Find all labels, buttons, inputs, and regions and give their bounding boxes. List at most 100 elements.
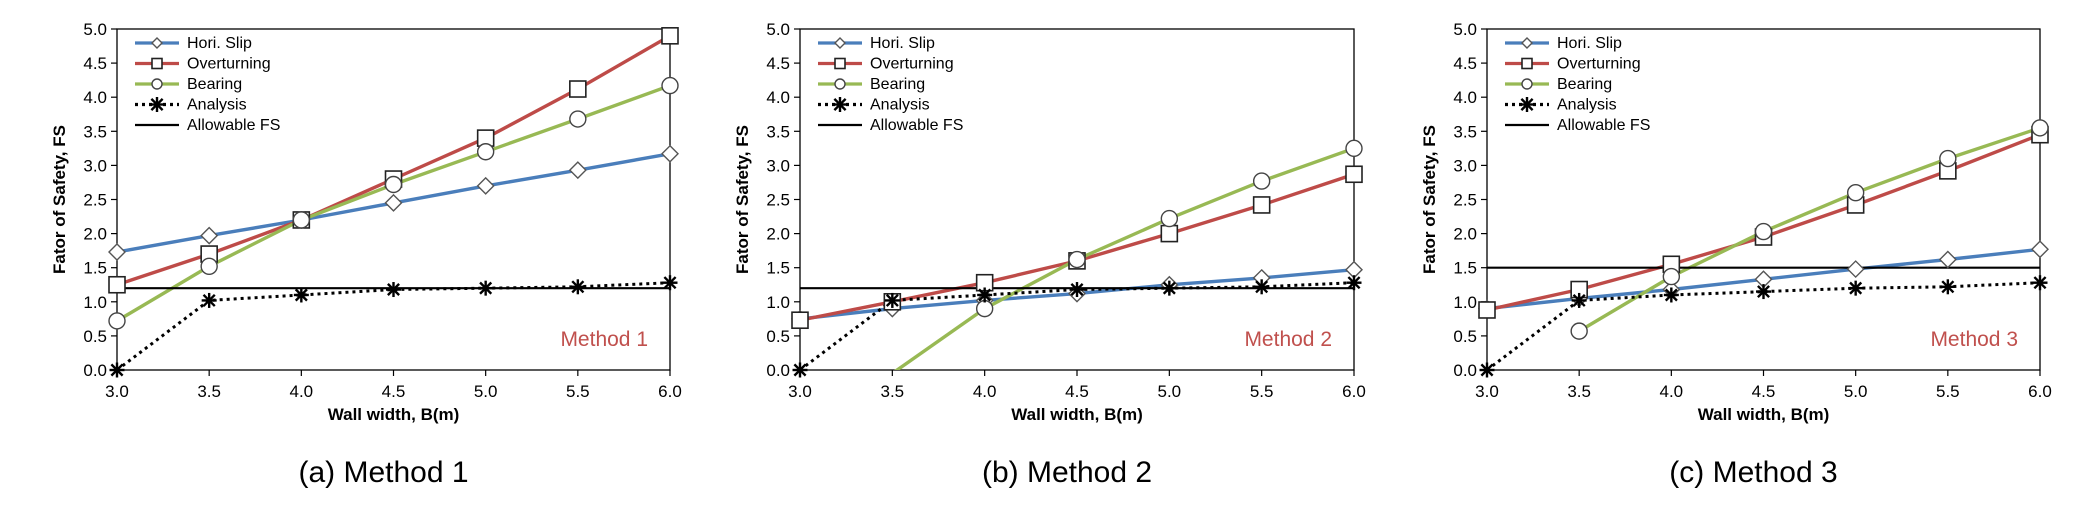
- point-bearing: [108, 312, 126, 330]
- point-overturning: [108, 275, 126, 294]
- x-tick-label: 4.5: [1065, 382, 1089, 401]
- y-tick-label: 2.5: [766, 191, 790, 210]
- y-tick-label: 4.5: [766, 54, 790, 73]
- legend-label-analysis: Analysis: [870, 97, 930, 114]
- method-label: Method 1: [560, 328, 648, 351]
- y-tick-label: 4.0: [83, 88, 107, 107]
- legend-label-allowable-fs: Allowable FS: [870, 117, 963, 134]
- point-analysis: [1848, 280, 1864, 296]
- point-bearing: [476, 143, 495, 161]
- y-tick-label: 0.5: [1453, 327, 1477, 346]
- y-tick-label: 3.5: [83, 122, 107, 141]
- panel-caption: (a) Method 1: [298, 456, 468, 489]
- point-analysis: [1254, 279, 1270, 295]
- point-analysis: [1069, 282, 1085, 298]
- y-tick-label: 1.5: [1453, 259, 1477, 278]
- y-tick-label: 4.5: [83, 54, 107, 73]
- x-axis-title: Wall width, B(m): [1698, 405, 1830, 424]
- point-hori-slip: [661, 144, 679, 163]
- y-tick-label: 1.0: [766, 293, 790, 312]
- y-tick-label: 5.0: [766, 20, 790, 39]
- point-bearing: [384, 175, 403, 194]
- point-bearing: [661, 76, 679, 95]
- y-tick-label: 5.0: [83, 20, 107, 39]
- x-tick-label: 4.0: [973, 382, 997, 401]
- point-bearing: [1846, 183, 1865, 202]
- y-tick-label: 2.5: [83, 191, 107, 210]
- point-analysis: [293, 287, 309, 303]
- point-hori-slip: [1846, 260, 1865, 279]
- x-tick-label: 5.5: [1250, 382, 1274, 401]
- point-hori-slip: [384, 193, 403, 212]
- point-overturning: [661, 27, 679, 45]
- y-tick-label: 0.0: [1453, 361, 1477, 380]
- y-tick-label: 3.0: [766, 156, 790, 175]
- point-hori-slip: [108, 243, 126, 262]
- x-axis-title: Wall width, B(m): [1011, 405, 1143, 424]
- legend-marker-overturning: [151, 57, 163, 70]
- y-tick-label: 1.0: [1453, 293, 1477, 312]
- panel-method-3: 0.0 0.5 1.0 1.5 2.0 2.5 3.0 3.5 4.0 4.5 5.0 3.0 3.5 4…: [1392, 0, 2088, 514]
- y-tick-label: 1.5: [766, 259, 790, 278]
- point-hori-slip: [200, 226, 219, 245]
- point-overturning: [1345, 165, 1363, 184]
- point-bearing: [2031, 119, 2049, 137]
- point-analysis: [109, 362, 125, 378]
- legend-marker-bearing: [1521, 78, 1533, 90]
- y-tick-label: 1.5: [83, 259, 107, 278]
- point-bearing: [1754, 222, 1773, 241]
- series-line-bearing: [894, 146, 1354, 370]
- legend-marker-overturning: [1521, 57, 1533, 70]
- legend-label-overturning: Overturning: [870, 56, 954, 73]
- y-axis-title: Fator of Safety, FS: [733, 125, 752, 274]
- y-tick-label: 1.0: [83, 293, 107, 312]
- legend-label-analysis: Analysis: [1557, 97, 1617, 114]
- point-analysis: [386, 282, 401, 298]
- x-tick-label: 4.5: [382, 382, 406, 401]
- point-hori-slip: [2031, 240, 2049, 259]
- point-overturning: [1478, 301, 1496, 319]
- x-tick-label: 5.0: [1844, 382, 1868, 401]
- legend-marker-analysis: [832, 97, 848, 112]
- point-analysis: [662, 275, 678, 291]
- x-tick-label: 4.5: [1752, 382, 1776, 401]
- y-tick-label: 4.0: [766, 88, 790, 107]
- legend-marker-bearing: [834, 78, 846, 90]
- point-bearing: [569, 110, 587, 128]
- point-analysis: [1479, 362, 1495, 378]
- x-tick-label: 3.0: [105, 382, 129, 401]
- legend-marker-hori-slip: [151, 37, 163, 49]
- point-bearing: [1345, 139, 1363, 158]
- x-tick-label: 5.0: [474, 382, 498, 401]
- panel-caption: (c) Method 3: [1669, 456, 1837, 489]
- point-analysis: [201, 292, 217, 308]
- y-tick-label: 3.0: [83, 156, 107, 175]
- legend-label-hori-slip: Hori. Slip: [870, 35, 935, 52]
- point-analysis: [1571, 292, 1587, 308]
- y-tick-label: 2.0: [83, 225, 107, 244]
- point-analysis: [1161, 280, 1177, 296]
- legend-label-bearing: Bearing: [870, 76, 925, 93]
- point-bearing: [1570, 322, 1588, 340]
- legend-marker-bearing: [151, 78, 163, 90]
- x-tick-label: 4.0: [290, 382, 314, 401]
- point-hori-slip: [568, 161, 587, 180]
- x-tick-label: 5.5: [566, 382, 590, 401]
- y-axis-title: Fator of Safety, FS: [50, 125, 69, 274]
- point-bearing: [200, 257, 218, 276]
- y-axis-title: Fator of Safety, FS: [1420, 125, 1439, 274]
- panel-caption: (b) Method 2: [982, 456, 1152, 489]
- legend-label-analysis: Analysis: [187, 97, 247, 114]
- y-tick-label: 3.5: [1453, 122, 1477, 141]
- point-analysis: [478, 280, 494, 296]
- point-analysis: [884, 292, 900, 308]
- point-bearing: [1252, 172, 1271, 190]
- y-tick-label: 2.0: [1453, 225, 1477, 244]
- series-line-overturning: [117, 34, 670, 287]
- y-tick-label: 0.0: [83, 361, 107, 380]
- chart-svg: 0.0 0.5 1.0 1.5 2.0 2.5 3.0 3.5 4.0 4.5 5.0 3.0 3.5 4…: [1420, 20, 2052, 489]
- point-analysis: [977, 287, 993, 303]
- legend-marker-analysis: [1519, 97, 1535, 112]
- point-bearing: [975, 299, 994, 318]
